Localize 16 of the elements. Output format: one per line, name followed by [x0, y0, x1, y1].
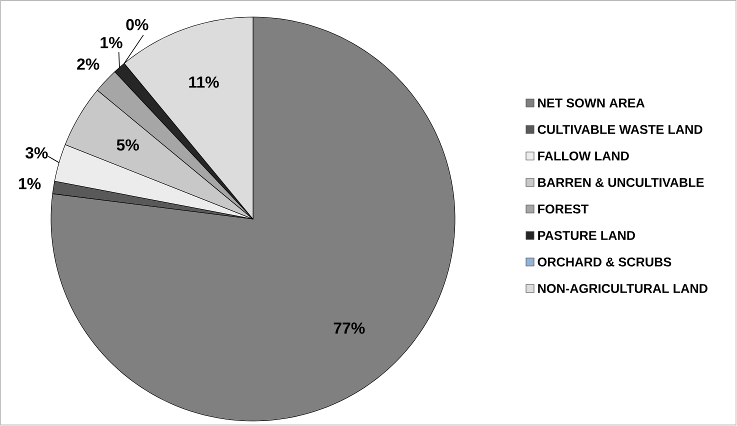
legend-label: NON-AGRICULTURAL LAND: [538, 284, 708, 293]
legend-label: FOREST: [538, 204, 589, 214]
legend-label: FALLOW LAND: [538, 152, 629, 160]
data-label: 1%: [18, 178, 41, 190]
legend-label: NET SOWN AREA: [538, 98, 645, 108]
text: 0%: [126, 19, 148, 30]
legend-label: ORCHARD & SCRUBS: [538, 258, 672, 266]
data-label: 77%: [334, 322, 365, 334]
data-label: 2%: [77, 58, 100, 70]
legend-label: PASTURE LAND: [538, 231, 636, 240]
data-label: 3%: [25, 147, 48, 159]
data-label: 5%: [116, 139, 139, 151]
data-label: 11%: [189, 76, 219, 88]
data-label: 1%: [100, 37, 122, 48]
legend-label: BARREN & UNCULTIVABLE: [538, 178, 704, 187]
legend-label: CULTIVABLE WASTE LAND: [538, 125, 702, 134]
